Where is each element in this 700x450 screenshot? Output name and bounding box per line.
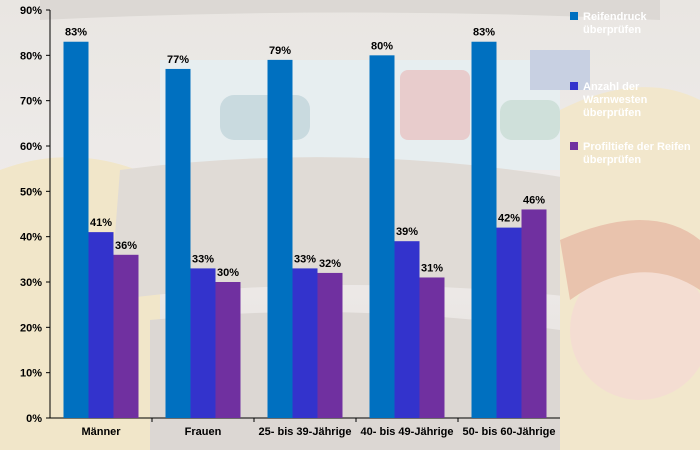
y-tick-label: 70% <box>20 96 42 108</box>
bar <box>394 241 420 418</box>
data-label: 83% <box>473 27 495 39</box>
legend-label: Reifendruck <box>583 11 647 23</box>
data-label: 41% <box>90 217 112 229</box>
bars: 83%41%36%77%33%30%79%33% 32%80%39%31%83%4… <box>63 27 547 418</box>
bar <box>292 268 318 418</box>
legend-label: überprüfen <box>583 107 641 119</box>
y-tick-label: 80% <box>20 50 42 62</box>
bar <box>496 227 522 418</box>
legend-swatch <box>570 142 578 150</box>
legend-label: Profiltiefe der Reifen <box>583 141 691 153</box>
data-label: 83% <box>65 27 87 39</box>
data-label: 33% <box>294 253 316 265</box>
legend-swatch <box>570 82 578 90</box>
bar <box>63 41 89 418</box>
data-label: 39% <box>396 226 418 238</box>
bar <box>165 68 191 418</box>
legend-label: überprüfen <box>583 154 641 166</box>
data-label: 79% <box>269 45 291 57</box>
y-tick-label: 10% <box>20 368 42 380</box>
bar <box>267 59 293 418</box>
y-tick-label: 50% <box>20 186 42 198</box>
data-label: 33% <box>192 253 214 265</box>
data-label: 32% <box>319 258 341 270</box>
bar <box>471 41 497 418</box>
y-tick-label: 20% <box>20 322 42 334</box>
legend-swatch <box>570 12 578 20</box>
legend-label: überprüfen <box>583 24 641 36</box>
data-label: 80% <box>371 40 393 52</box>
x-tick-label: Männer <box>81 426 121 438</box>
data-label: 30% <box>217 267 239 279</box>
bar <box>419 277 445 418</box>
data-label: 46% <box>523 194 545 206</box>
bar <box>521 209 547 418</box>
data-label: 36% <box>115 240 137 252</box>
x-tick-label: 25- bis 39-Jährige <box>259 426 352 438</box>
bar <box>369 55 395 418</box>
y-tick-label: 90% <box>20 5 42 17</box>
y-tick-label: 40% <box>20 232 42 244</box>
bar <box>113 254 139 418</box>
data-label: 31% <box>421 262 443 274</box>
legend-label: Anzahl der <box>583 81 640 93</box>
legend-label: Warnwesten <box>583 94 648 106</box>
data-label: 77% <box>167 54 189 66</box>
y-tick-label: 0% <box>26 413 42 425</box>
x-tick-label: Frauen <box>185 426 222 438</box>
x-tick-label: 50- bis 60-Jährige <box>463 426 556 438</box>
y-tick-label: 30% <box>20 277 42 289</box>
bar <box>215 282 241 418</box>
data-label: 42% <box>498 213 520 225</box>
bar <box>88 232 114 418</box>
bar <box>317 272 343 418</box>
x-tick-label: 40- bis 49-Jährige <box>361 426 454 438</box>
bar <box>190 268 216 418</box>
y-tick-label: 60% <box>20 141 42 153</box>
